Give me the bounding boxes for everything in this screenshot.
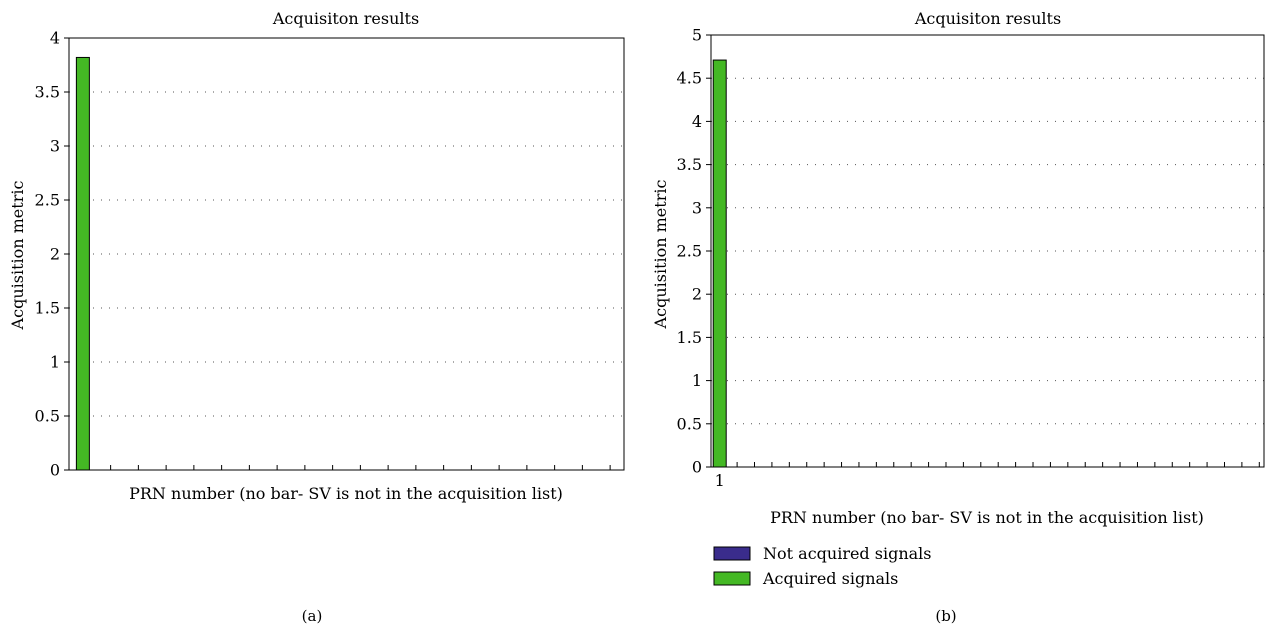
bars [75,56,90,471]
bars [712,59,727,468]
y-axis-tick-labels: 0 0.5 1 1.5 2 2.5 3 3.5 4 4.5 5 [677,26,711,477]
legend-swatch-acquired [713,571,751,586]
chart-title: Acquisiton results [272,9,419,28]
legend-label-acquired: Acquired signals [762,569,898,588]
y-axis-label: Acquisition metric [8,181,27,331]
gridlines [69,91,624,417]
panel-label-b: (b) [935,607,956,625]
y-tick-label: 4 [692,112,702,131]
legend-label-not-acquired: Not acquired signals [763,544,932,563]
panel-label-a: (a) [302,607,323,625]
legend-swatch-not-acquired [713,546,751,561]
y-tick-label: 0 [692,458,702,477]
y-tick-label: 2 [50,245,60,264]
y-tick-label: 2 [692,285,702,304]
bar-prn-1 [75,56,90,471]
x-tick-label: 1 [715,471,725,490]
x-axis-tick-labels: 1 [715,471,725,490]
gridlines [711,77,1264,425]
y-tick-label: 3 [50,137,60,156]
y-axis-tick-labels: 0 0.5 1 1.5 2 2.5 3 3.5 4 [35,29,69,480]
y-tick-label: 1 [692,371,702,390]
y-tick-label: 1.5 [35,299,60,318]
chart-panel-a: Acquisiton results 0 0.5 1 1.5 2 2.5 3 3.5 4 PRN… [8,9,625,625]
y-tick-label: 1 [50,353,60,372]
chart-title: Acquisiton results [914,9,1061,28]
y-tick-label: 3.5 [35,83,60,102]
y-axis-label: Acquisition metric [651,180,670,330]
x-axis-ticks [719,462,1260,467]
y-tick-label: 3 [692,198,702,217]
y-tick-label: 4 [50,29,60,48]
legend: Not acquired signals Acquired signals [713,544,932,588]
x-axis-label: PRN number (no bar- SV is not in the acq… [129,484,563,503]
y-tick-label: 5 [692,26,702,45]
y-tick-label: 0.5 [677,414,702,433]
x-axis-ticks [82,465,611,470]
plot-frame [68,37,625,471]
y-tick-label: 2.5 [35,191,60,210]
plot-frame [710,34,1265,468]
y-tick-label: 3.5 [677,155,702,174]
chart-panel-b: Acquisiton results 0 0.5 1 1.5 2 2.5 3 3.5 4 4.5 5… [651,9,1265,625]
y-tick-label: 0 [50,461,60,480]
y-tick-label: 2.5 [677,242,702,261]
x-axis-label: PRN number (no bar- SV is not in the acq… [770,508,1204,527]
bar-prn-1 [712,59,727,468]
y-tick-label: 1.5 [677,328,702,347]
y-tick-label: 0.5 [35,407,60,426]
y-tick-label: 4.5 [677,69,702,88]
